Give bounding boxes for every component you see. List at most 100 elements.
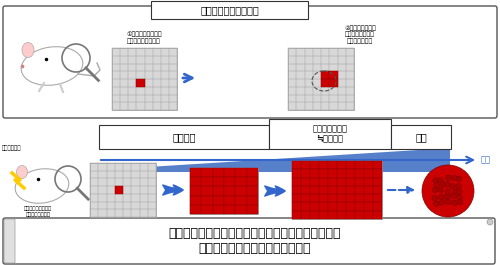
Circle shape: [452, 200, 458, 206]
Bar: [373, 169, 382, 178]
Circle shape: [446, 175, 451, 181]
Bar: [346, 169, 355, 178]
Bar: [292, 186, 301, 194]
Bar: [337, 169, 346, 178]
Bar: [328, 178, 337, 186]
Bar: [112, 48, 177, 110]
Bar: [301, 161, 310, 169]
Bar: [364, 194, 373, 202]
Bar: [202, 186, 212, 196]
Circle shape: [450, 184, 456, 189]
Bar: [224, 168, 235, 177]
Bar: [319, 211, 328, 219]
FancyBboxPatch shape: [99, 125, 269, 149]
Text: 細胞系譜追跡実験とは: 細胞系譜追跡実験とは: [200, 5, 260, 15]
Bar: [328, 202, 337, 211]
Bar: [292, 211, 301, 219]
Bar: [136, 79, 144, 87]
Bar: [364, 202, 373, 211]
Bar: [355, 202, 364, 211]
Bar: [288, 48, 354, 110]
Polygon shape: [100, 148, 450, 172]
Bar: [212, 168, 224, 177]
Bar: [373, 194, 382, 202]
Bar: [212, 177, 224, 186]
Bar: [364, 161, 373, 169]
Circle shape: [434, 201, 439, 206]
Circle shape: [438, 194, 444, 200]
Bar: [301, 178, 310, 186]
Bar: [337, 194, 346, 202]
Circle shape: [456, 194, 462, 200]
Ellipse shape: [15, 169, 69, 203]
Bar: [246, 177, 258, 186]
Bar: [202, 196, 212, 205]
Circle shape: [440, 181, 446, 187]
FancyBboxPatch shape: [4, 219, 15, 263]
Bar: [292, 169, 301, 178]
Circle shape: [444, 194, 450, 200]
Text: 正常組織: 正常組織: [172, 132, 196, 142]
Bar: [328, 186, 337, 194]
Ellipse shape: [21, 47, 83, 85]
Circle shape: [438, 178, 444, 183]
Bar: [90, 163, 156, 217]
Text: 放射線被ばく: 放射線被ばく: [2, 145, 21, 151]
Bar: [337, 178, 346, 186]
Bar: [310, 169, 319, 178]
Bar: [236, 168, 246, 177]
Bar: [301, 202, 310, 211]
Bar: [190, 196, 202, 205]
Bar: [246, 196, 258, 205]
Bar: [364, 178, 373, 186]
Bar: [236, 186, 246, 196]
Bar: [212, 196, 224, 205]
Bar: [355, 169, 364, 178]
Bar: [202, 205, 212, 214]
Bar: [321, 79, 329, 87]
Ellipse shape: [16, 166, 28, 179]
Bar: [321, 71, 329, 79]
Text: 時間: 時間: [481, 156, 491, 165]
Bar: [346, 186, 355, 194]
Bar: [246, 205, 258, 214]
Bar: [224, 196, 235, 205]
Bar: [346, 202, 355, 211]
Circle shape: [422, 165, 474, 217]
Bar: [364, 186, 373, 194]
Circle shape: [432, 195, 438, 201]
Bar: [310, 186, 319, 194]
Bar: [337, 186, 346, 194]
Bar: [355, 194, 364, 202]
FancyBboxPatch shape: [3, 218, 495, 264]
Bar: [212, 186, 224, 196]
Bar: [292, 161, 382, 219]
Bar: [364, 211, 373, 219]
Bar: [310, 178, 319, 186]
Bar: [373, 186, 382, 194]
Circle shape: [438, 187, 444, 193]
Text: 被ばくしてきたがん
のもとになる細胞: 被ばくしてきたがん のもとになる細胞: [24, 206, 52, 217]
Bar: [236, 196, 246, 205]
Circle shape: [456, 176, 462, 182]
Text: がん: がん: [415, 132, 427, 142]
Bar: [115, 186, 123, 194]
Bar: [329, 79, 338, 87]
FancyBboxPatch shape: [151, 1, 308, 19]
Bar: [355, 211, 364, 219]
Bar: [190, 168, 202, 177]
Bar: [373, 178, 382, 186]
Bar: [346, 161, 355, 169]
Circle shape: [456, 189, 462, 194]
Bar: [337, 211, 346, 219]
Bar: [319, 169, 328, 178]
Text: ①マウス体内の細胞
が赤色で標識される: ①マウス体内の細胞 が赤色で標識される: [126, 32, 162, 44]
Bar: [355, 161, 364, 169]
Bar: [224, 205, 235, 214]
Bar: [292, 161, 301, 169]
Bar: [310, 202, 319, 211]
Circle shape: [446, 199, 451, 204]
Bar: [319, 202, 328, 211]
Bar: [346, 194, 355, 202]
Circle shape: [452, 175, 457, 181]
